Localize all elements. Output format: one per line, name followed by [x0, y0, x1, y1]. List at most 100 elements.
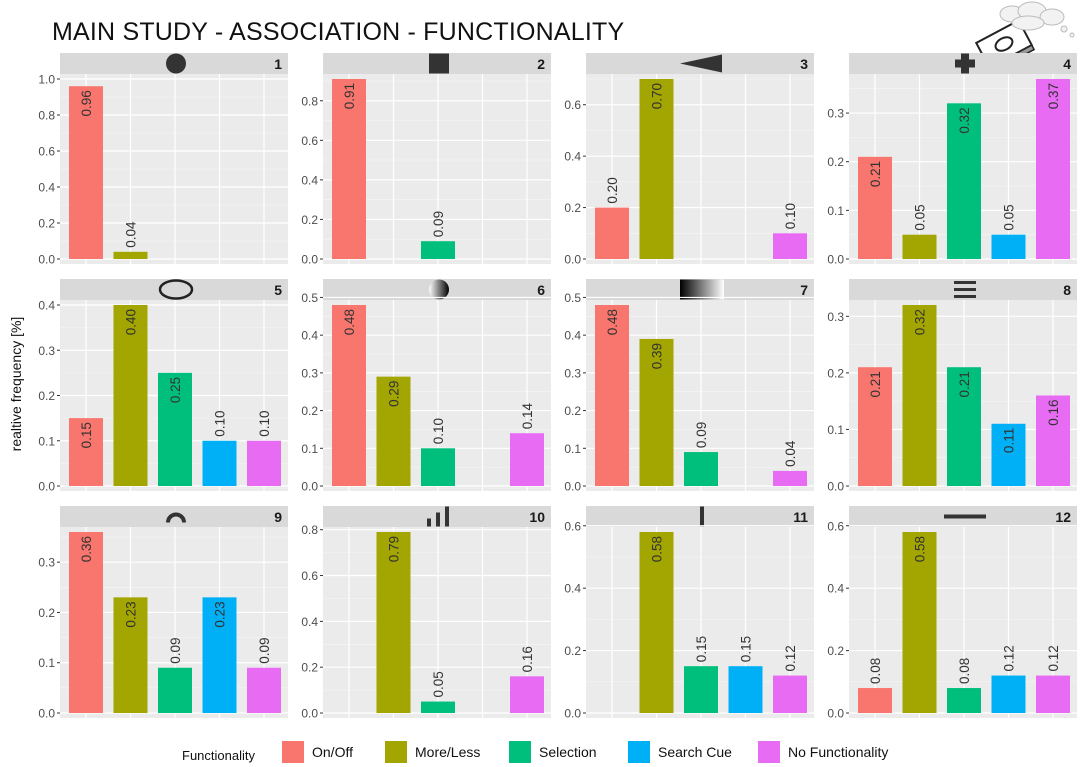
y-tick-label: 0.0 [38, 480, 55, 494]
bar-label: 0.15 [694, 636, 709, 662]
bar-label: 0.36 [79, 536, 94, 562]
bar-9-4 [202, 597, 237, 713]
panel-number: 8 [1063, 282, 1071, 298]
y-tick-label: 0.0 [301, 707, 318, 721]
panel-number: 2 [537, 56, 545, 72]
gradient-circle-icon [429, 279, 449, 300]
gradient-bar-icon [680, 279, 724, 300]
y-tick-label: 0.1 [564, 442, 581, 456]
bar-5-5 [247, 440, 281, 486]
panel-number: 12 [1055, 509, 1071, 525]
bar-label: 0.10 [213, 410, 228, 436]
y-tick-label: 0.0 [301, 480, 318, 494]
panel-1: 1 0.0 0.2 0.4 0.6 0.8 1.0 0.96 0.04 [38, 53, 288, 267]
panel-number: 4 [1063, 56, 1071, 72]
bar-label: 0.14 [520, 402, 535, 429]
y-tick-label: 0.0 [38, 707, 55, 721]
bar-label: 0.12 [1002, 645, 1017, 671]
bar-label: 0.40 [124, 309, 139, 335]
bar-12-4 [991, 675, 1026, 713]
panel-10: 10 0.0 0.2 0.4 0.6 0.8 0.79 0.05 0.16 [301, 506, 551, 721]
bar-label: 0.29 [387, 381, 402, 407]
y-tick-label: 0.2 [827, 155, 844, 169]
y-tick-label: 0.8 [301, 523, 318, 537]
panel-8: 8 0.0 0.1 0.2 0.3 0.21 0.32 0.21 0.11 0.16 [827, 279, 1077, 494]
panel-7: 7 0.0 0.1 0.2 0.3 0.4 0.5 0.48 0.39 0.09 0.04 [564, 279, 814, 494]
panel-number: 3 [800, 56, 808, 72]
bar-1-2 [113, 251, 148, 259]
y-tick-label: 0.4 [38, 181, 55, 195]
y-tick-label: 0.0 [564, 253, 581, 267]
bar-8-4 [991, 423, 1026, 486]
bar-label: 0.16 [520, 646, 535, 672]
y-tick-label: 0.1 [827, 423, 844, 437]
bar-label: 0.09 [431, 211, 446, 237]
y-tick-label: 0.6 [564, 519, 581, 533]
bar-11-5 [773, 675, 807, 713]
bar-7-1 [595, 305, 629, 486]
y-tick-label: 0.3 [564, 366, 581, 380]
bar-12-1 [858, 688, 892, 713]
y-tick-label: 0.3 [38, 344, 55, 358]
legend-item: More/Less [385, 741, 480, 763]
bar-6-1 [332, 305, 366, 486]
bar-5-3 [158, 372, 192, 486]
bar-4-4 [991, 234, 1026, 259]
bar-9-1 [69, 532, 103, 713]
bar-label: 0.58 [650, 536, 665, 562]
y-tick-label: 0.0 [827, 253, 844, 267]
bar-label: 0.10 [783, 203, 798, 229]
legend-item: Search Cue [628, 741, 732, 763]
panel-4: 4 0.0 0.1 0.2 0.3 0.21 0.05 0.32 0.05 0.37 [827, 53, 1077, 267]
panel-6: 6 0.0 0.1 0.2 0.3 0.4 0.5 0.48 0.29 0.10 0.14 [301, 279, 551, 494]
ellipse-outline-icon [158, 279, 194, 300]
bar-label: 0.04 [124, 221, 139, 248]
panel-9: 9 0.0 0.1 0.2 0.3 0.36 0.23 0.09 0.23 0.09 [38, 506, 288, 721]
vertical-line-icon [700, 506, 704, 527]
bar-label: 0.21 [957, 371, 972, 397]
bar-8-2 [902, 305, 937, 486]
bar-label: 0.15 [79, 422, 94, 448]
y-tick-label: 0.2 [301, 404, 318, 418]
bar-label: 0.48 [342, 309, 357, 335]
y-tick-label: 0.2 [38, 606, 55, 620]
legend-title: Functionality [182, 748, 255, 763]
panel-11: 11 0.0 0.2 0.4 0.6 0.58 0.15 0.15 0.12 [564, 506, 814, 721]
y-tick-label: 0.5 [564, 291, 581, 305]
bar-label: 0.10 [257, 410, 272, 436]
panel-12: 12 0.0 0.2 0.4 0.6 0.08 0.58 0.08 0.12 0.12 [827, 506, 1077, 721]
y-tick-label: 0.6 [827, 519, 844, 533]
bar-label: 0.48 [605, 309, 620, 335]
bar-label: 0.32 [913, 309, 928, 335]
y-tick-label: 0.1 [38, 434, 55, 448]
bar-10-2 [376, 532, 411, 713]
legend-key [282, 741, 304, 763]
signal-bars-icon [427, 506, 449, 527]
bar-label: 0.16 [1046, 400, 1061, 426]
y-tick-label: 0.3 [827, 107, 844, 121]
bar-label: 0.05 [431, 671, 446, 697]
legend-label: On/Off [312, 744, 353, 760]
y-tick-label: 0.8 [38, 109, 55, 123]
bar-label: 0.21 [868, 371, 883, 397]
bar-9-2 [113, 597, 148, 713]
y-tick-label: 0.0 [564, 707, 581, 721]
bar-label: 0.25 [168, 377, 183, 403]
panel-strip [60, 279, 288, 300]
bar-label: 0.12 [783, 645, 798, 671]
y-tick-label: 0.2 [827, 644, 844, 658]
legend-key [628, 741, 650, 763]
bar-6-2 [376, 376, 411, 486]
y-tick-label: 0.3 [827, 310, 844, 324]
legend-key [509, 741, 531, 763]
bar-label: 0.15 [739, 636, 754, 662]
bar-label: 0.12 [1046, 645, 1061, 671]
bar-10-3 [421, 701, 455, 713]
y-tick-label: 0.3 [38, 556, 55, 570]
horizontal-line-icon [944, 514, 986, 519]
bar-12-3 [947, 688, 981, 713]
plus-icon [955, 53, 975, 74]
bar-5-1 [69, 418, 103, 486]
legend-label: Selection [539, 744, 597, 760]
bar-label: 0.32 [957, 107, 972, 133]
